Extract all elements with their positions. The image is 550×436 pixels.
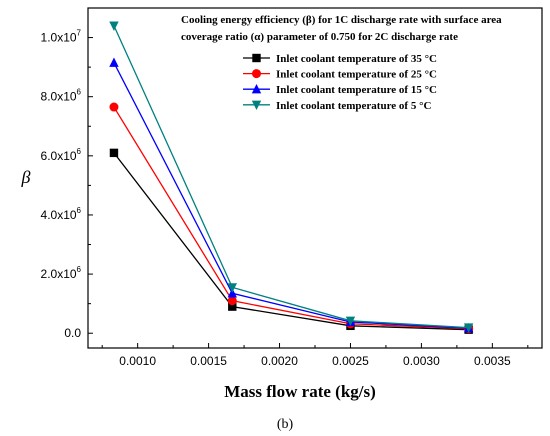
legend-label: Inlet coolant temperature of 35 °C [276, 53, 437, 65]
chart-title: Cooling energy efficiency (β) for 1C dis… [181, 14, 502, 43]
y-tick-label: 4.0x106 [41, 206, 82, 222]
x-tick-label: 0.0030 [403, 354, 440, 368]
chart-title-line-1: Cooling energy efficiency (β) for 1C dis… [181, 14, 502, 26]
data-point [463, 323, 474, 333]
x-tick-label: 0.0025 [332, 354, 369, 368]
legend-label: Inlet coolant temperature of 5 °C [276, 100, 431, 112]
data-point [227, 288, 237, 298]
legend-label: Inlet coolant temperature of 25 °C [276, 69, 437, 81]
y-tick-label: 6.0x106 [41, 147, 82, 163]
legend-marker [252, 69, 261, 79]
y-tick-exponent: 6 [77, 147, 82, 156]
legend-marker [251, 84, 262, 94]
y-tick-mantissa: 2.0x10 [41, 267, 77, 281]
chart-title-line-2: coverage ratio (α) parameter of 0.750 fo… [181, 31, 458, 43]
y-tick-mantissa: 6.0x10 [41, 149, 77, 163]
data-point [109, 148, 119, 158]
data-point [227, 296, 237, 306]
data-point [227, 283, 237, 293]
axes: 0.0010 0.0015 0.0020 0.0025 0.0030 0.0035 0.0 2… [41, 7, 529, 368]
series-line [113, 152, 469, 331]
figure-caption: (b) [277, 417, 294, 432]
y-tick-mantissa: 0.0 [64, 326, 81, 340]
y-tick-label: 1.0x107 [41, 29, 82, 45]
y-tick-mantissa: 8.0x10 [41, 90, 77, 104]
x-tick-label: 0.0035 [474, 354, 511, 368]
data-point [109, 57, 119, 67]
y-tick-exponent: 7 [77, 29, 82, 38]
y-tick-exponent: 6 [77, 88, 82, 97]
series-line [113, 25, 469, 329]
x-tick-label: 0.0015 [190, 354, 227, 368]
y-tick-mantissa: 4.0x10 [41, 208, 77, 222]
x-tick-label: 0.0020 [261, 354, 298, 368]
series-layer [109, 21, 474, 334]
y-tick-label: 2.0x106 [41, 265, 82, 281]
x-tick-label: 0.0010 [119, 354, 156, 368]
legend-label: Inlet coolant temperature of 15 °C [276, 84, 437, 96]
series-line [113, 62, 469, 329]
y-tick-label: 8.0x106 [41, 88, 82, 104]
y-tick-mantissa: 1.0x10 [41, 31, 77, 45]
legend: Inlet coolant temperature of 35 °C Inlet … [243, 53, 437, 112]
y-tick-exponent: 6 [77, 206, 82, 215]
y-tick-label: 0.0 [64, 326, 81, 340]
data-point [228, 302, 237, 311]
legend-marker [252, 53, 261, 63]
series-line [113, 106, 469, 330]
legend-marker [251, 100, 262, 110]
data-point [345, 316, 356, 326]
data-point [109, 21, 119, 31]
y-tick-exponent: 6 [77, 265, 82, 274]
x-axis-label: Mass flow rate (kg/s) [224, 382, 376, 401]
data-point [109, 102, 119, 112]
y-axis-label: β [21, 167, 31, 187]
